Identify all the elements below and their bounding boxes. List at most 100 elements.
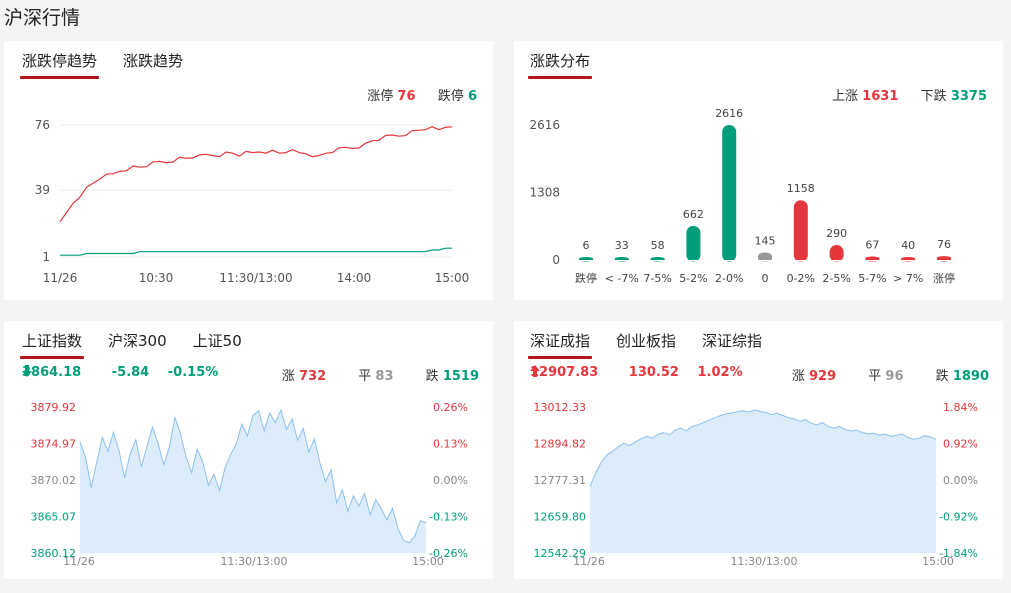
sh-flat-count: 83	[375, 369, 394, 384]
sh-down-label: 跌	[425, 369, 439, 384]
sh-change: -5.84	[111, 365, 150, 380]
tab-sse-composite[interactable]: 上证指数	[19, 330, 85, 359]
distribution-legend: 上涨 1631 下跌 3375	[832, 85, 987, 104]
tab-distribution[interactable]: 涨跌分布	[527, 50, 593, 79]
x-tick-label: 11/26	[43, 271, 78, 285]
category-label: 0	[762, 272, 769, 285]
price-line	[79, 408, 427, 544]
y-tick-label-left: 3879.92	[31, 401, 77, 414]
tab-updown-trend[interactable]: 涨跌趋势	[123, 52, 184, 70]
limit-down-label: 跌停	[437, 89, 464, 104]
category-label: 0-2%	[787, 272, 815, 285]
bar-value-label: 290	[826, 227, 847, 240]
sh-index-tabs: 上证指数 沪深300 上证50	[19, 330, 242, 359]
sh-up-label: 涨	[281, 369, 295, 384]
sz-flat-label: 平	[868, 369, 882, 384]
sz-down-count: 1890	[952, 369, 989, 384]
limit-up-label: 涨停	[367, 89, 394, 104]
sz-index-panel: 13012.33 1.84% 12894.82 0.92% 12777.31 0.00% 1…	[514, 321, 1003, 579]
sh-quote-row: 3864.18 -5.84 -0.15% 涨 732 平 83 跌 1519	[22, 365, 479, 384]
bar-value-label: 145	[755, 235, 776, 248]
rise-label: 上涨	[832, 89, 859, 104]
bar-base	[614, 260, 629, 262]
tab-szse-composite[interactable]: 深证综指	[702, 332, 763, 350]
sz-flat-count: 96	[885, 369, 904, 384]
y-tick-label-right: 0.26%	[433, 401, 468, 414]
limit-trend-panel: 76 39 1 11/26 10:30 11:30/13:00 14:00 15:00 涨跌停…	[4, 41, 493, 300]
y-tick-label-right: 0.00%	[433, 474, 468, 487]
y-tick-label-left: 12894.82	[534, 438, 587, 451]
tab-csi300[interactable]: 沪深300	[108, 332, 167, 350]
y-tick-label-right: -1.84%	[939, 547, 978, 560]
bar	[829, 245, 844, 262]
fall-label: 下跌	[920, 89, 947, 104]
x-tick-label: 11/26	[573, 555, 605, 568]
y-tick-label-left: 12659.80	[534, 511, 587, 524]
bar	[793, 200, 808, 262]
limit-down-value: 6	[467, 89, 477, 104]
sh-flat-label: 平	[358, 369, 372, 384]
x-tick-label: 11:30/13:00	[730, 555, 797, 568]
sh-up-count: 732	[298, 369, 327, 384]
bar-base	[901, 260, 916, 262]
y-tick-label-right: -0.13%	[429, 511, 468, 524]
bar-value-label: 6	[583, 239, 590, 252]
bar	[758, 252, 772, 262]
bar-value-label: 33	[615, 239, 629, 252]
category-label: 2-0%	[715, 272, 743, 285]
sh-index-chart: 3879.92 0.26% 3874.97 0.13% 3870.02 0.00% 3865…	[31, 401, 469, 568]
bar	[686, 225, 701, 262]
y-tick-label-left: 3870.02	[31, 474, 77, 487]
bar-value-label: 40	[901, 239, 915, 252]
tab-chinext[interactable]: 创业板指	[616, 332, 677, 350]
bar-value-label: 2616	[715, 107, 743, 120]
category-label: > 7%	[893, 272, 923, 285]
sz-index-tabs: 深证成指 创业板指 深证综指	[527, 330, 763, 359]
y-tick-label-right: 1.84%	[943, 401, 978, 414]
y-tick-label-left: 12777.31	[534, 474, 587, 487]
bar-base	[650, 260, 665, 262]
tab-sse50[interactable]: 上证50	[192, 332, 242, 350]
price-line	[589, 409, 937, 487]
x-tick-label: 11:30/13:00	[220, 555, 287, 568]
category-label: < -7%	[605, 272, 639, 285]
category-label: 7-5%	[643, 272, 671, 285]
sz-quote-row: 12907.83 130.52 1.02% 涨 929 平 96 跌 1890	[530, 365, 989, 384]
y-tick-label: 0	[552, 253, 560, 267]
sz-down-label: 跌	[935, 369, 949, 384]
sz-index-chart: 13012.33 1.84% 12894.82 0.92% 12777.31 0.00% 1…	[534, 401, 979, 568]
bar-value-label: 76	[937, 238, 951, 251]
y-tick-label: 76	[35, 118, 50, 132]
y-tick-label-right: 0.00%	[943, 474, 978, 487]
limit-legend: 涨停 76 跌停 6	[367, 85, 477, 104]
sz-price: 12907.83	[530, 365, 599, 380]
y-tick-label: 39	[35, 183, 50, 197]
sh-down-count: 1519	[442, 369, 479, 384]
sh-price: 3864.18	[22, 365, 82, 380]
sh-change-pct: -0.15%	[167, 365, 219, 380]
y-tick-label-right: -0.92%	[939, 511, 978, 524]
bar-value-label: 1158	[787, 182, 815, 195]
limit-trend-tabs: 涨跌停趋势 涨跌趋势	[19, 50, 184, 79]
bar	[722, 125, 737, 262]
distribution-tabs: 涨跌分布	[527, 50, 593, 79]
limit-trend-chart: 76 39 1 11/26 10:30 11:30/13:00 14:00 15:00	[35, 118, 470, 285]
category-label: 跌停	[575, 271, 597, 285]
sz-change: 130.52	[628, 365, 679, 380]
y-tick-label-left: 3860.12	[31, 547, 77, 560]
distribution-chart: 2616 1308 0 6 跌停 33 < -7% 58 7-5% 662 5-2% 2616 2-0%…	[529, 107, 955, 285]
category-label: 2-5%	[822, 272, 850, 285]
tab-szse-component[interactable]: 深证成指	[527, 330, 593, 359]
sh-index-panel: 3879.92 0.26% 3874.97 0.13% 3870.02 0.00% 3865…	[4, 321, 493, 579]
bar-base	[793, 260, 808, 262]
category-label: 5-7%	[858, 272, 886, 285]
x-tick-label: 11/26	[63, 555, 95, 568]
price-area	[590, 409, 936, 553]
y-tick-label: 2616	[529, 118, 560, 132]
bar-value-label: 67	[865, 239, 879, 252]
sz-change-pct: 1.02%	[697, 365, 743, 380]
tab-limit-trend[interactable]: 涨跌停趋势	[19, 50, 100, 79]
bar-base	[686, 260, 701, 262]
rise-value: 1631	[862, 89, 899, 104]
x-tick-label: 10:30	[139, 271, 174, 285]
